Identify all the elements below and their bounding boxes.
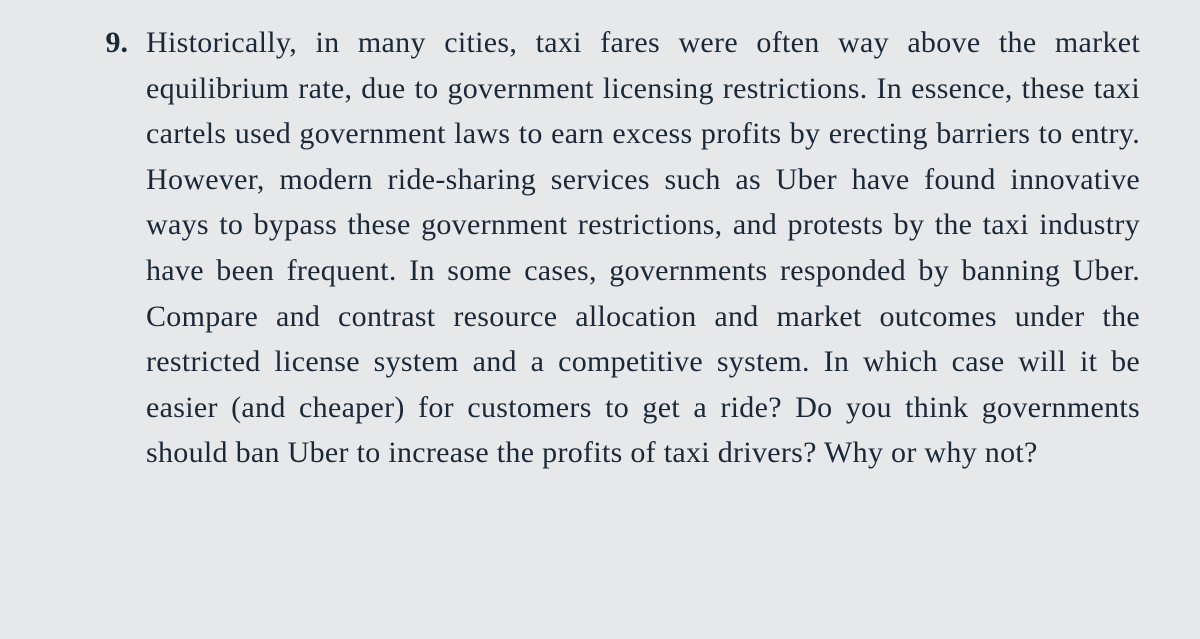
question-number: 9. <box>90 20 146 65</box>
question-text: Historically, in many cities, taxi fares… <box>146 20 1140 476</box>
question-container: 9. Historically, in many cities, taxi fa… <box>90 20 1140 476</box>
